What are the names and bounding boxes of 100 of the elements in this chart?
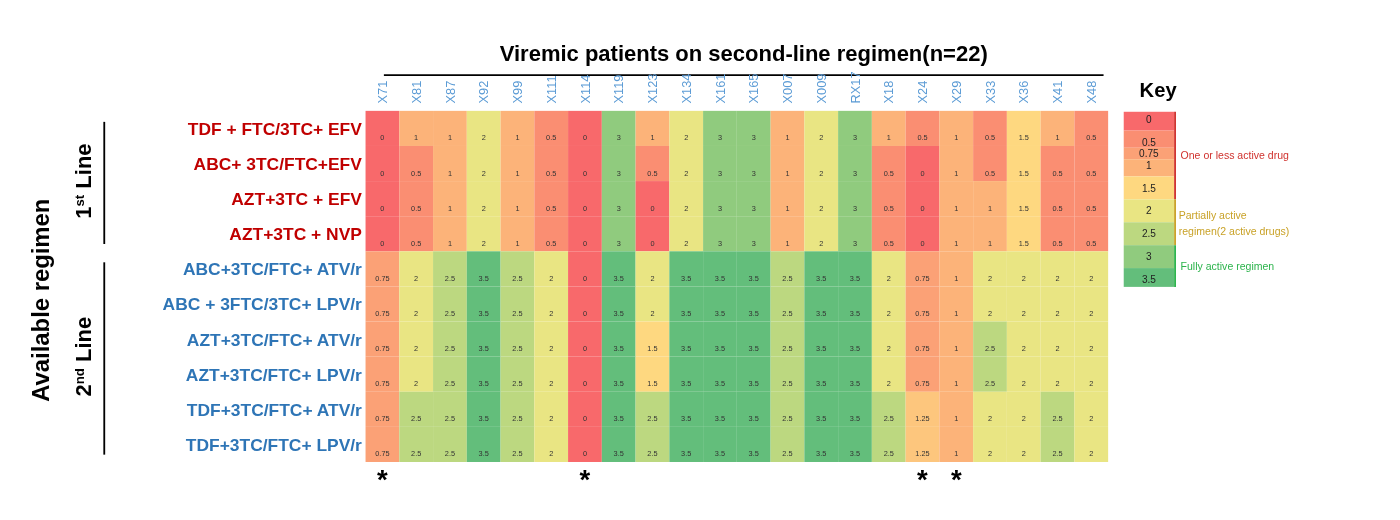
data-label: 2.5	[444, 273, 456, 283]
text: *	[377, 464, 389, 496]
data-label: 0.5	[917, 133, 928, 143]
data-label: 3.5	[816, 414, 827, 424]
data-label: 2.5	[411, 414, 422, 424]
data-label: 0.5	[647, 168, 658, 178]
data-label: 1.5	[1018, 238, 1029, 248]
data-label: 2	[1089, 344, 1094, 354]
data-label: 2	[481, 238, 486, 248]
y-tick-label: TDF + FTC/3TC+ EFV	[187, 118, 363, 139]
data-label: 3.5	[849, 449, 861, 459]
data-label: 0	[920, 203, 925, 213]
y-tick-label: AZT+3TC/FTC+ LPV/r	[185, 364, 363, 385]
data-label: 3.5	[816, 344, 827, 354]
data-label: 2.5	[512, 379, 523, 389]
data-label: 3	[616, 168, 621, 178]
y-tick-label: AZT+3TC + NVP	[229, 224, 363, 245]
data-label: 1	[785, 133, 790, 143]
x-tick-label: X18	[881, 80, 897, 104]
data-label: 3.5	[613, 449, 624, 459]
x-tick-label: X114	[577, 74, 593, 104]
data-label: 3.5	[714, 309, 726, 319]
data-label: 2	[819, 168, 824, 178]
data-label: 3	[717, 133, 722, 143]
text: *	[917, 464, 929, 496]
data-label: 2	[1089, 449, 1094, 459]
data-label: 0.5	[883, 168, 894, 178]
data-label: 2.5	[782, 273, 793, 283]
data-label: 1	[447, 238, 452, 248]
data-label: 3	[852, 238, 858, 248]
data-label: 2	[549, 379, 554, 389]
data-label: 2.5	[411, 449, 422, 459]
data-label: 2	[987, 449, 993, 459]
data-label: 3.5	[681, 309, 692, 319]
data-label: 2.5	[512, 273, 523, 283]
data-label: 2	[549, 309, 554, 319]
data-label: 3.5	[613, 414, 624, 424]
data-label: 0.75	[375, 273, 390, 283]
data-label: 2	[1055, 379, 1060, 389]
data-label: 2	[650, 309, 655, 319]
data-label: 0	[582, 203, 587, 213]
chart-title: Viremic patients on second-line regimen(n=22)	[499, 41, 988, 67]
data-label: 1	[954, 344, 959, 354]
data-label: 3.5	[748, 309, 759, 319]
data-label: 3	[751, 168, 756, 178]
data-label: 2	[1089, 379, 1094, 389]
data-label: 2	[886, 379, 891, 389]
data-label: 0.5	[883, 238, 894, 248]
data-label: 2	[1021, 273, 1026, 283]
y-tick-label: AZT+3TC/FTC+ ATV/r	[186, 329, 363, 350]
data-label: 0.5	[1052, 203, 1063, 213]
data-label: 0	[650, 203, 655, 213]
data-label: 0	[380, 238, 385, 248]
y-tick-label: TDF+3TC/FTC+ LPV/r	[185, 434, 363, 455]
data-label: 3	[751, 238, 756, 248]
data-label: 2.5	[444, 309, 456, 319]
data-label: 1	[447, 203, 452, 213]
data-label: 1	[987, 203, 993, 213]
data-label: 1.5	[1018, 168, 1029, 178]
data-label: 2	[1021, 344, 1026, 354]
data-label: 3.5	[714, 344, 726, 354]
data-label: 2.5	[782, 309, 793, 319]
data-label: 1	[954, 449, 959, 459]
data-label: 0.5	[984, 133, 996, 143]
data-label: 0.5	[546, 238, 557, 248]
data-label: 3	[717, 203, 722, 213]
data-label: 1	[414, 133, 419, 143]
data-label: 0.5	[883, 203, 894, 213]
data-label: 2	[1021, 414, 1026, 424]
data-label: 2	[481, 203, 486, 213]
color-bar-label: 0.5	[1141, 136, 1157, 148]
data-label: 3.5	[478, 273, 489, 283]
data-label: 3.5	[613, 273, 624, 283]
data-label: 0	[582, 273, 587, 283]
data-label: 0	[582, 414, 587, 424]
data-label: 2.5	[512, 414, 523, 424]
data-label: 3.5	[478, 379, 489, 389]
color-bar-title: Key	[1139, 79, 1178, 102]
data-label: 3.5	[613, 344, 624, 354]
data-label: 2	[549, 273, 554, 283]
data-label: 0.5	[411, 203, 422, 213]
data-label: 1	[515, 203, 520, 213]
data-label: 1	[650, 133, 655, 143]
data-label: 0.75	[915, 344, 930, 354]
data-label: 2	[987, 414, 993, 424]
data-label: 1	[886, 133, 891, 143]
data-label: 3.5	[681, 344, 692, 354]
x-tick-label: X007	[780, 73, 796, 104]
data-label: 1	[954, 379, 959, 389]
x-tick-label: X99	[510, 80, 526, 104]
data-label: 2	[1089, 273, 1094, 283]
x-tick-label: X81	[408, 80, 424, 104]
data-label: 0.5	[1086, 238, 1097, 248]
color-bar-label: 1.5	[1141, 182, 1157, 194]
data-label: 2.5	[647, 449, 658, 459]
data-label: 0	[380, 203, 385, 213]
data-label: 2	[1021, 449, 1026, 459]
data-label: 2	[684, 238, 689, 248]
data-label: 1	[785, 238, 790, 248]
data-label: 0.75	[375, 379, 390, 389]
